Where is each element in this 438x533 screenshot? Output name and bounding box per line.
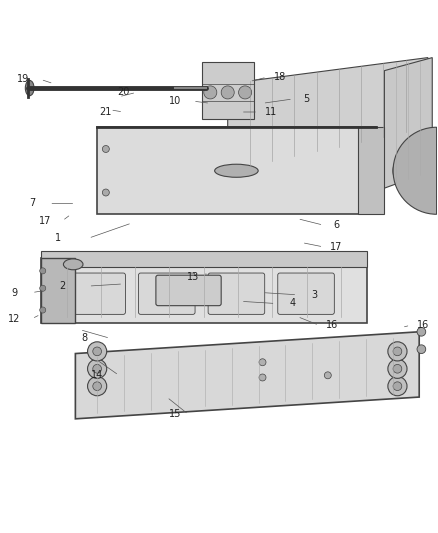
FancyBboxPatch shape xyxy=(156,275,221,305)
Text: 4: 4 xyxy=(290,298,296,309)
Circle shape xyxy=(388,342,407,361)
Circle shape xyxy=(102,146,110,152)
Text: 17: 17 xyxy=(330,242,343,252)
FancyBboxPatch shape xyxy=(208,273,265,314)
Polygon shape xyxy=(41,251,367,266)
Circle shape xyxy=(239,86,252,99)
Text: 11: 11 xyxy=(265,107,277,117)
Text: 12: 12 xyxy=(8,314,21,324)
Circle shape xyxy=(93,347,102,356)
Text: 21: 21 xyxy=(100,107,112,117)
Circle shape xyxy=(40,285,46,292)
Text: 9: 9 xyxy=(11,288,18,297)
Circle shape xyxy=(221,86,234,99)
Polygon shape xyxy=(201,62,254,118)
Text: 15: 15 xyxy=(170,409,182,419)
Polygon shape xyxy=(228,58,428,171)
Circle shape xyxy=(88,359,107,378)
Circle shape xyxy=(417,345,426,353)
Text: 10: 10 xyxy=(170,96,182,106)
Text: 13: 13 xyxy=(187,272,199,282)
Text: 19: 19 xyxy=(17,75,29,84)
Circle shape xyxy=(393,365,402,373)
Text: 20: 20 xyxy=(117,87,130,98)
Circle shape xyxy=(393,347,402,356)
Text: 2: 2 xyxy=(59,281,65,291)
Text: 14: 14 xyxy=(91,370,103,381)
Text: 8: 8 xyxy=(81,333,87,343)
Text: 16: 16 xyxy=(326,320,338,330)
Text: 1: 1 xyxy=(55,233,61,243)
Polygon shape xyxy=(41,258,367,323)
Ellipse shape xyxy=(25,80,34,96)
Ellipse shape xyxy=(64,259,83,270)
Circle shape xyxy=(88,377,107,396)
Text: 3: 3 xyxy=(312,290,318,300)
Polygon shape xyxy=(358,127,385,214)
FancyBboxPatch shape xyxy=(138,273,195,314)
Circle shape xyxy=(88,342,107,361)
Text: 5: 5 xyxy=(303,94,309,104)
Circle shape xyxy=(324,372,331,379)
Circle shape xyxy=(40,307,46,313)
Text: 18: 18 xyxy=(274,72,286,82)
Circle shape xyxy=(388,359,407,378)
FancyBboxPatch shape xyxy=(69,273,125,314)
Text: 16: 16 xyxy=(417,320,430,330)
Circle shape xyxy=(259,374,266,381)
Circle shape xyxy=(393,382,402,391)
Text: 17: 17 xyxy=(39,216,51,226)
Circle shape xyxy=(204,86,217,99)
Circle shape xyxy=(388,377,407,396)
Polygon shape xyxy=(41,258,75,323)
Circle shape xyxy=(259,359,266,366)
Circle shape xyxy=(93,382,102,391)
FancyBboxPatch shape xyxy=(278,273,334,314)
Circle shape xyxy=(417,327,426,336)
Polygon shape xyxy=(97,127,376,214)
Ellipse shape xyxy=(215,164,258,177)
Polygon shape xyxy=(385,58,432,188)
Text: 7: 7 xyxy=(29,198,35,208)
Circle shape xyxy=(102,189,110,196)
Wedge shape xyxy=(393,127,437,214)
Text: 6: 6 xyxy=(333,220,339,230)
Polygon shape xyxy=(75,332,419,419)
Circle shape xyxy=(93,365,102,373)
Circle shape xyxy=(40,268,46,274)
